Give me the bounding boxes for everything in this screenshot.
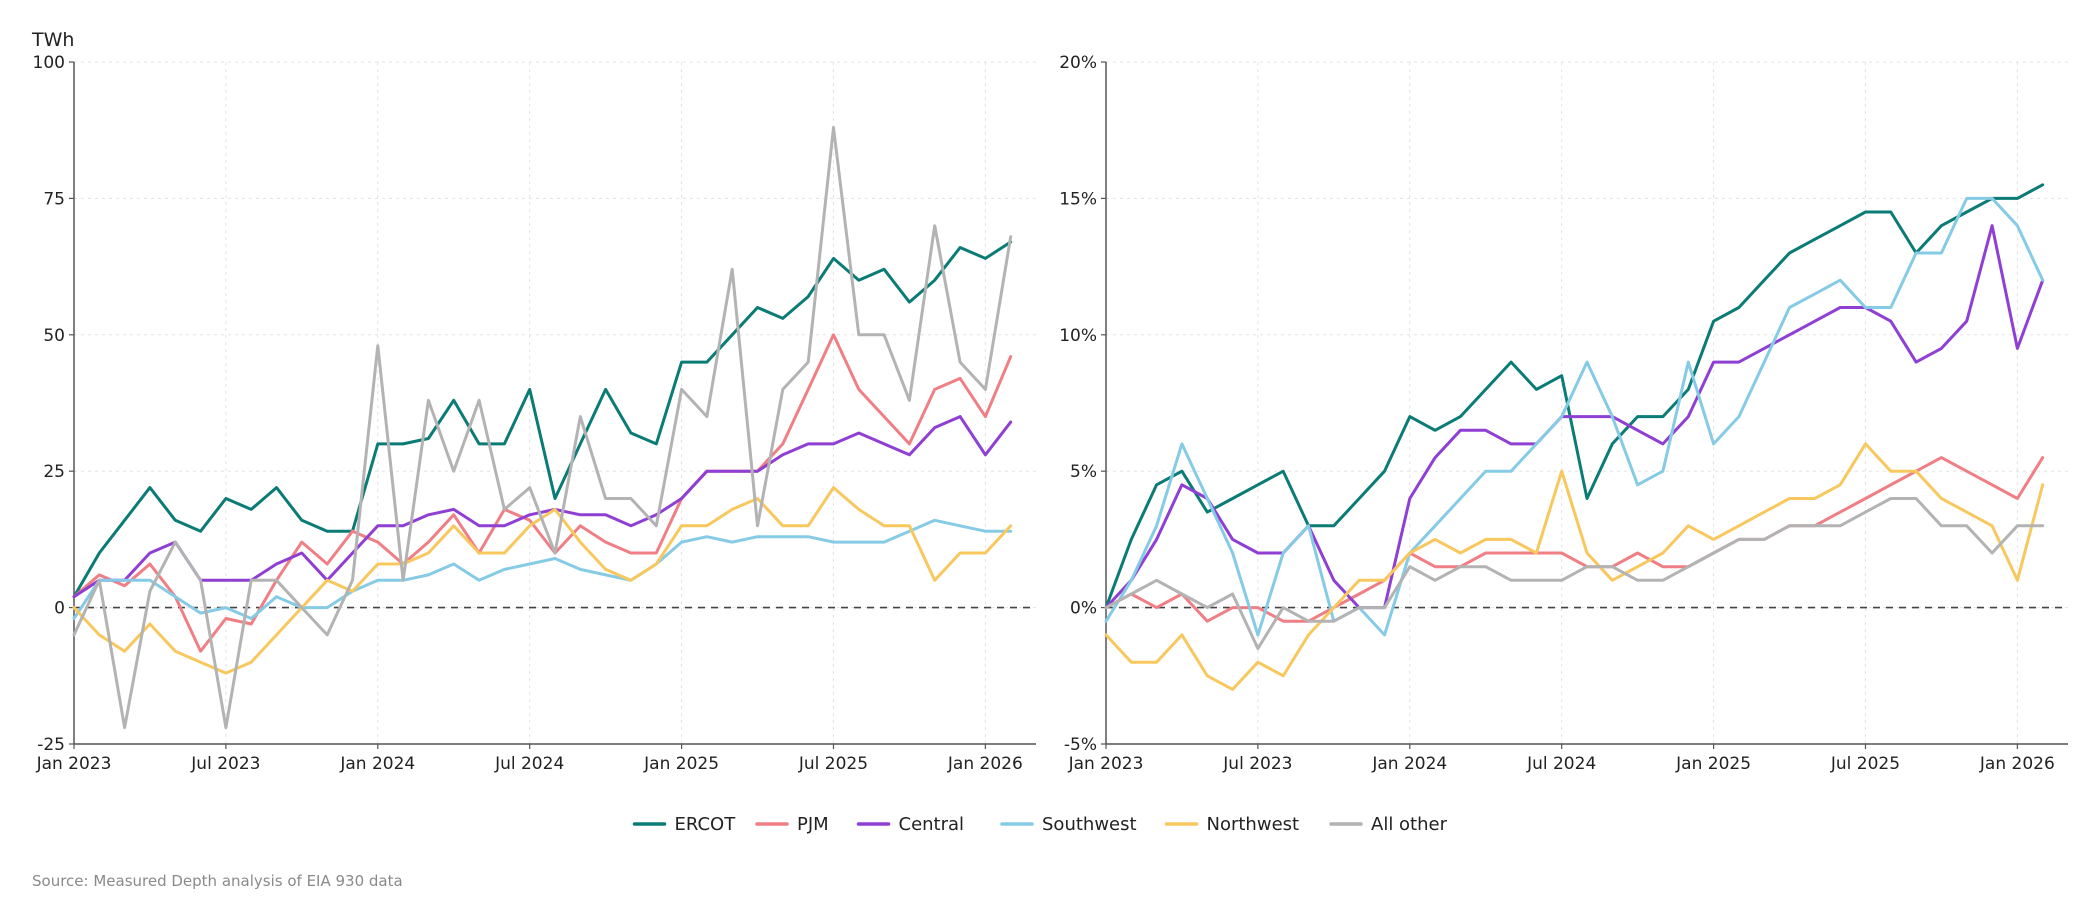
y-tick-label: 100 bbox=[33, 53, 65, 73]
y-tick-label: 5% bbox=[1070, 462, 1097, 482]
series-line-southwest bbox=[1104, 196, 2045, 637]
legend-item-ercot: ERCOT bbox=[632, 814, 737, 835]
x-tick-label: Jan 2023 bbox=[1068, 754, 1144, 774]
source-note: Source: Measured Depth analysis of EIA 9… bbox=[32, 872, 403, 890]
x-tick-label: Jul 2025 bbox=[798, 754, 868, 774]
x-tick-label: Jul 2024 bbox=[1526, 754, 1596, 774]
x-tick-label: Jan 2025 bbox=[1675, 754, 1751, 774]
legend-label: ERCOT bbox=[675, 814, 737, 835]
series-line-all-other bbox=[1104, 497, 2045, 650]
series-line-northwest bbox=[1104, 442, 2045, 691]
twh-panel: TWh -25 0 25 50 75 100 Jan 2023 Jul 2023 Jan 202… bbox=[31, 29, 1036, 774]
legend-label: Central bbox=[899, 814, 965, 835]
series-line-southwest bbox=[72, 518, 1013, 620]
x-tick-label: Jul 2023 bbox=[190, 754, 260, 774]
legend-label: All other bbox=[1371, 814, 1448, 835]
y-tick-label: -5% bbox=[1064, 735, 1097, 755]
y-tick-label: 20% bbox=[1059, 53, 1097, 73]
series-line-ercot bbox=[1104, 183, 2045, 610]
y-tick-label: 25 bbox=[43, 462, 65, 482]
x-tick-label: Jul 2023 bbox=[1222, 754, 1292, 774]
x-tick-label: Jan 2025 bbox=[643, 754, 719, 774]
legend-item-northwest: Northwest bbox=[1164, 814, 1300, 835]
series-line-ercot bbox=[72, 240, 1013, 599]
legend: ERCOT PJM Central Southwest Northwest All oth… bbox=[632, 814, 1448, 835]
x-tick-label: Jan 2023 bbox=[36, 754, 112, 774]
series-line-central bbox=[1104, 224, 2045, 610]
legend-label: Northwest bbox=[1207, 814, 1300, 835]
gridlines bbox=[73, 61, 1036, 745]
legend-label: PJM bbox=[797, 814, 829, 835]
gridlines bbox=[1105, 61, 2068, 745]
legend-item-all-other: All other bbox=[1329, 814, 1448, 835]
x-tick-label: Jul 2025 bbox=[1830, 754, 1900, 774]
x-tick-label: Jan 2026 bbox=[947, 754, 1023, 774]
y-tick-label: 0% bbox=[1070, 599, 1097, 619]
y-tick-label: 10% bbox=[1059, 326, 1097, 346]
legend-item-southwest: Southwest bbox=[1000, 814, 1137, 835]
series-line-pjm bbox=[1104, 456, 2045, 623]
legend-item-pjm: PJM bbox=[755, 814, 829, 835]
x-tick-label: Jul 2024 bbox=[494, 754, 564, 774]
series-line-pjm bbox=[72, 333, 1013, 653]
y-tick-label: 75 bbox=[43, 189, 65, 209]
series-line-all-other bbox=[72, 126, 1013, 730]
y-tick-label: 50 bbox=[43, 326, 65, 346]
unit-label: TWh bbox=[31, 29, 74, 51]
legend-label: Southwest bbox=[1042, 814, 1137, 835]
y-tick-label: 0 bbox=[54, 599, 65, 619]
x-tick-label: Jan 2024 bbox=[339, 754, 415, 774]
x-tick-label: Jan 2026 bbox=[1979, 754, 2055, 774]
series-line-central bbox=[72, 415, 1013, 599]
y-tick-label: -25 bbox=[37, 735, 65, 755]
percent-panel: -5% 0% 5% 10% 15% 20% Jan 2023 Jul 2023 Jan 2024… bbox=[1059, 53, 2068, 774]
legend-item-central: Central bbox=[856, 814, 965, 835]
x-tick-label: Jan 2024 bbox=[1371, 754, 1447, 774]
y-tick-label: 15% bbox=[1059, 189, 1097, 209]
